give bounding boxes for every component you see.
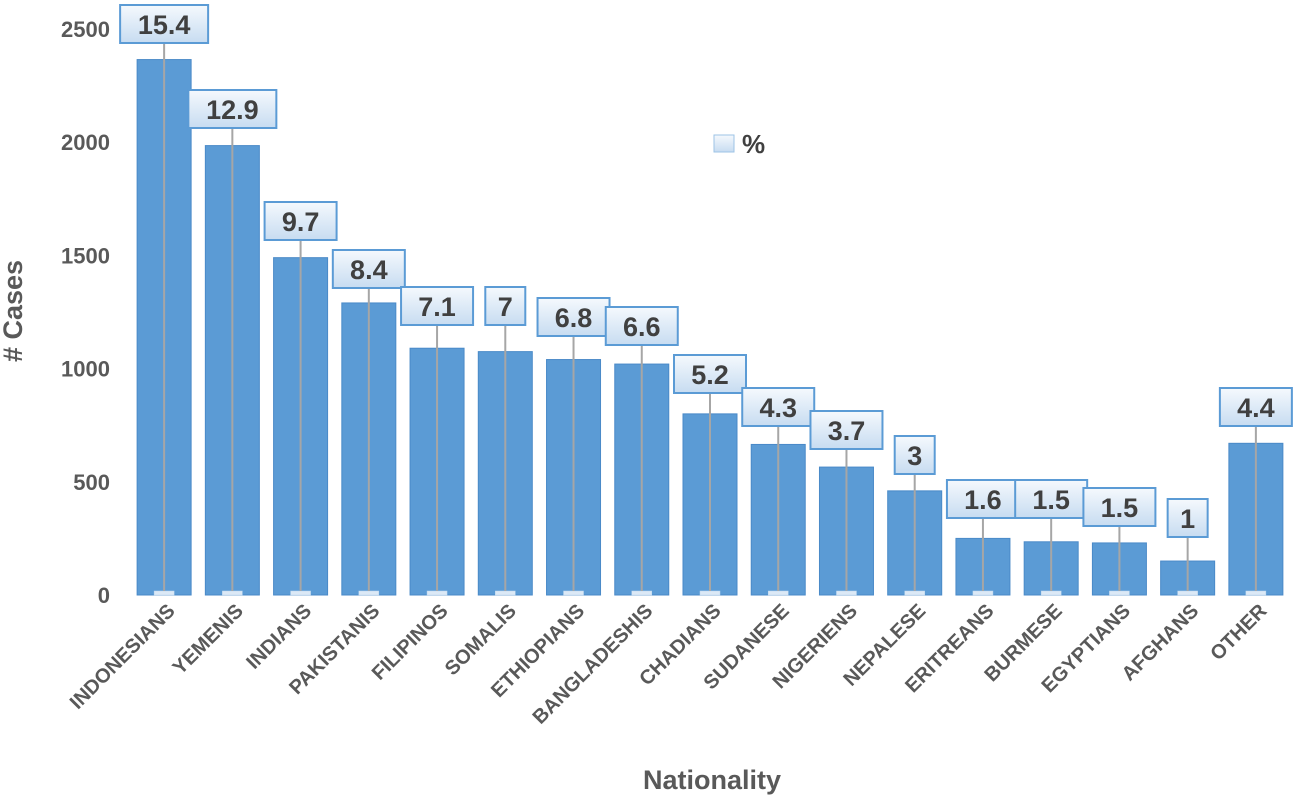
pct-base-marker — [904, 590, 925, 596]
data-labels: 15.4 12.9 9.7 8.4 7.1 7 6.8 6.6 5.2 4.3 3.7 3 1.6 1.5… — [119, 4, 1293, 591]
y-tick-label: 2500 — [61, 17, 110, 42]
y-tick-label: 1500 — [61, 243, 110, 268]
x-tick-label: OTHER — [1206, 600, 1271, 665]
data-label-box — [893, 435, 936, 475]
data-label-box — [1218, 387, 1293, 427]
pct-base-marker — [972, 590, 994, 596]
data-label-box — [484, 286, 527, 326]
data-label: 7.1 — [418, 292, 456, 322]
data-label-box — [263, 201, 338, 241]
y-tick-label: 1000 — [61, 357, 110, 382]
pct-base-marker — [1177, 590, 1198, 596]
y-tick-label: 0 — [98, 583, 110, 608]
data-label-box — [400, 286, 475, 326]
data-label-box — [536, 297, 611, 337]
pct-base-marker — [836, 590, 857, 596]
y-axis: 0 500 1000 1500 2000 2500 — [61, 17, 110, 608]
x-tick-label: YEMENIS — [169, 600, 248, 679]
data-label: 5.2 — [691, 360, 729, 390]
pct-base-marker — [358, 590, 380, 596]
pct-base-marker — [222, 590, 243, 596]
y-tick-label: 2000 — [61, 130, 110, 155]
pct-base-marker — [767, 590, 789, 596]
data-label: 4.4 — [1237, 393, 1275, 423]
data-label-box — [331, 249, 406, 289]
data-label: 6.8 — [555, 303, 593, 333]
data-label-box — [187, 89, 278, 129]
legend-entry: % — [742, 129, 765, 159]
data-label: 4.3 — [759, 393, 797, 423]
pct-base-marker — [1245, 590, 1267, 596]
data-label-box — [119, 4, 210, 44]
x-axis: INDONESIANSYEMENISINDIANSPAKISTANISFILIP… — [66, 600, 1272, 729]
data-label: 7 — [498, 292, 513, 322]
pct-base-marker — [426, 590, 448, 596]
pct-base-marker — [153, 590, 175, 596]
data-label: 1 — [1180, 504, 1195, 534]
x-axis-title: Nationality — [643, 765, 781, 795]
data-label-box — [741, 387, 816, 427]
pct-base-marker — [699, 590, 721, 596]
data-label: 9.7 — [282, 207, 320, 237]
y-tick-label: 500 — [73, 470, 110, 495]
pct-base-marker — [495, 590, 516, 596]
legend: % — [713, 129, 765, 159]
x-tick-label: INDONESIANS — [66, 600, 180, 714]
data-label: 8.4 — [350, 255, 388, 285]
data-label: 1.5 — [1032, 485, 1070, 515]
data-label: 12.9 — [206, 95, 259, 125]
pct-base-marker — [631, 590, 653, 596]
data-label-box — [945, 479, 1020, 519]
data-label-box — [673, 354, 747, 394]
pct-base-marker — [563, 590, 584, 596]
y-axis-title: # Cases — [0, 260, 28, 362]
pct-base-marker — [290, 590, 311, 596]
legend-swatch — [713, 134, 735, 153]
x-tick-label: BANGLADESHIS — [529, 600, 658, 729]
data-label: 15.4 — [138, 10, 191, 40]
pct-base-marker — [1109, 590, 1130, 596]
data-label-box — [1082, 487, 1157, 527]
data-label: 3 — [907, 441, 922, 471]
data-label: 6.6 — [623, 312, 661, 342]
data-label: 1.6 — [964, 485, 1002, 515]
data-label-box — [1166, 498, 1209, 538]
data-label: 1.5 — [1101, 493, 1139, 523]
data-label-box — [809, 410, 884, 450]
data-label: 3.7 — [828, 416, 866, 446]
data-label-box — [604, 306, 679, 346]
pct-base-marker — [1040, 590, 1062, 596]
